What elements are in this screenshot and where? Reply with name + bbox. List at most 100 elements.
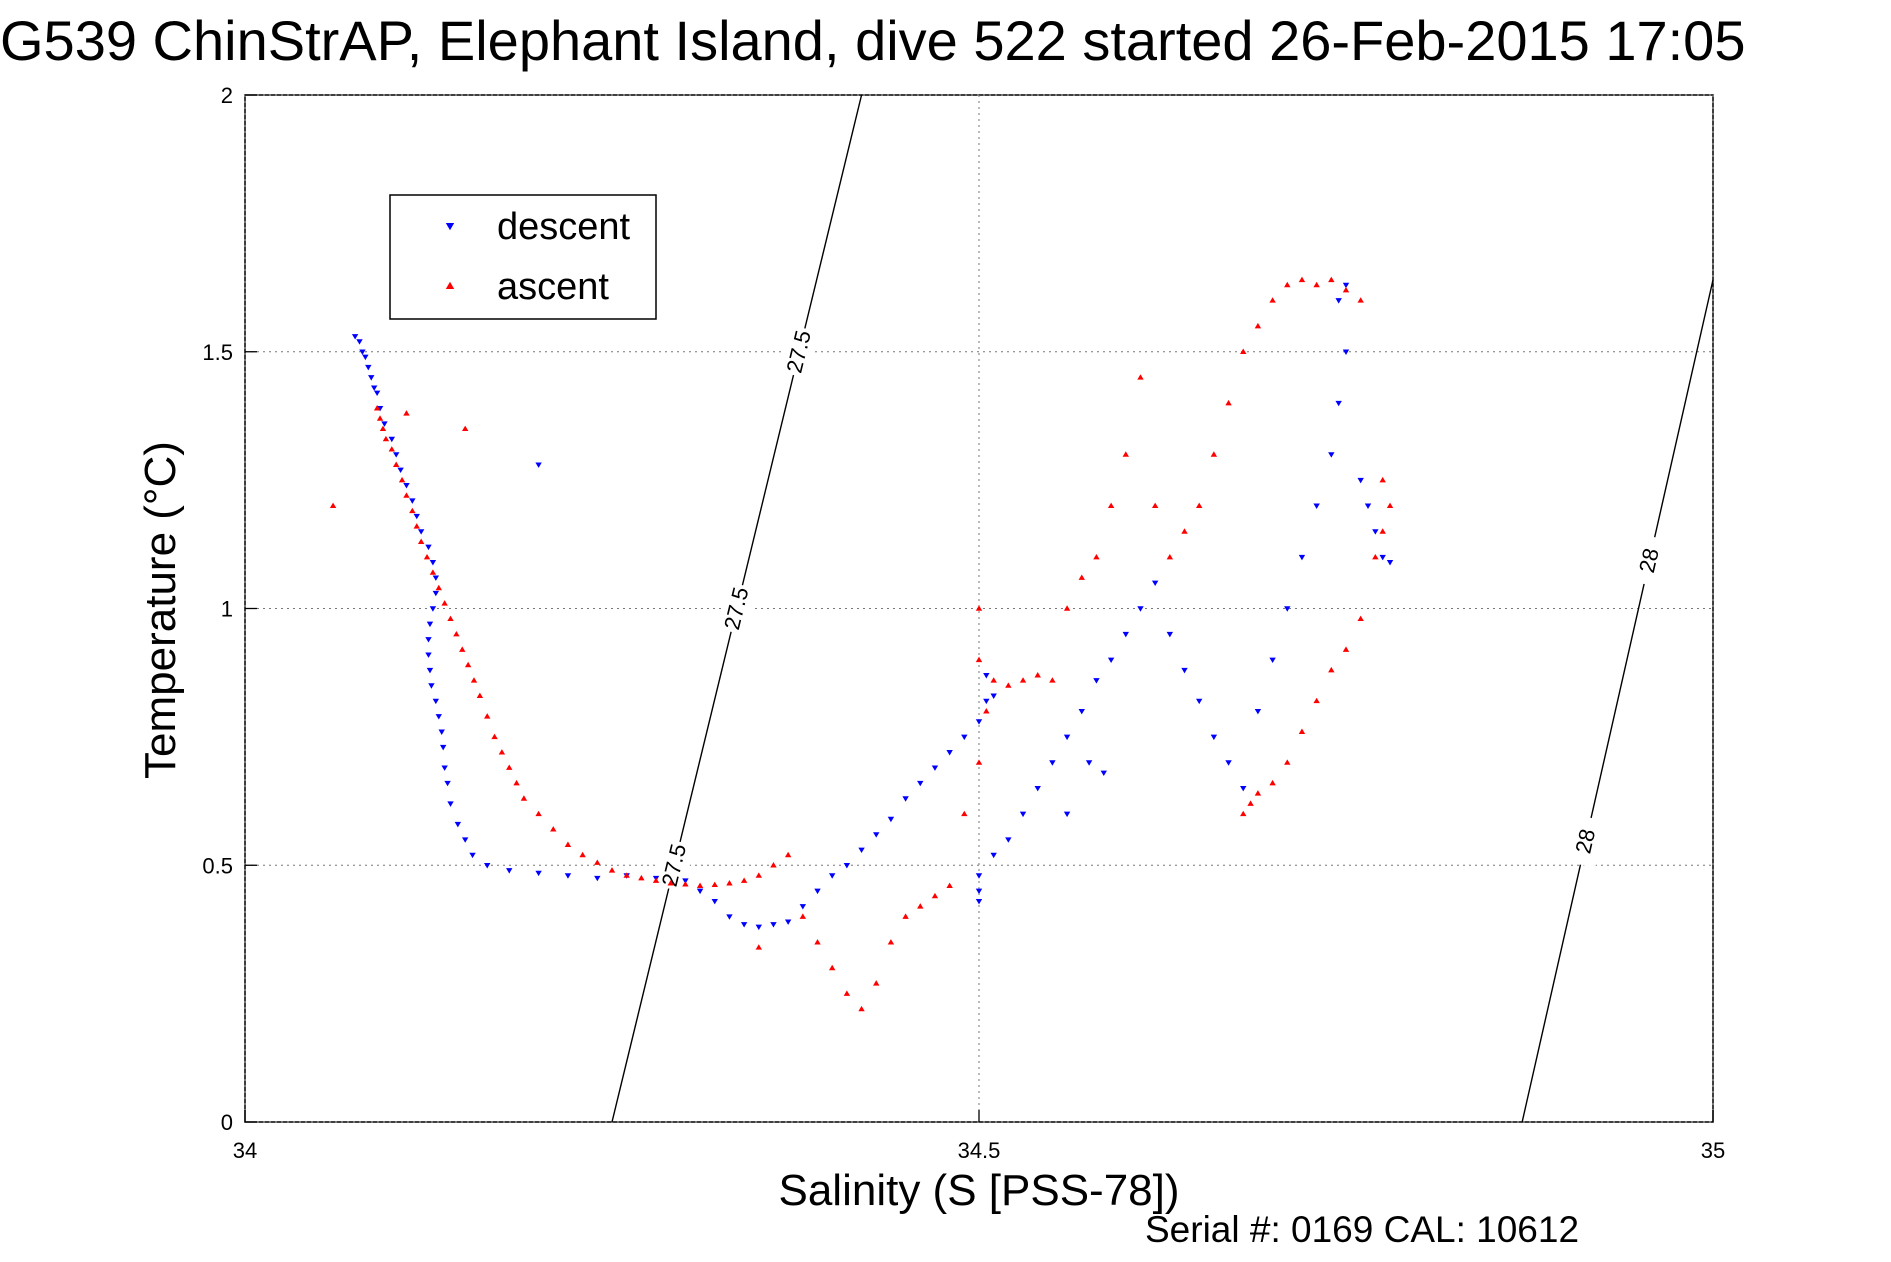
ascent-point (329, 502, 337, 509)
ascent-point (403, 410, 410, 416)
descent-point (931, 765, 939, 771)
descent-point (425, 544, 432, 551)
ascent-point (1093, 553, 1100, 560)
y-axis-ticks: 0 0.5 1 1.5 2 (202, 83, 257, 1135)
ascent-point (453, 630, 460, 637)
isopycnal-label-background (1565, 814, 1606, 869)
descent-point (975, 873, 983, 879)
ascent-point (1166, 553, 1174, 560)
x-tick-label: 34 (233, 1138, 257, 1163)
ascent-point (667, 880, 674, 886)
y-axis-label: Temperature (°C) (136, 441, 185, 779)
descent-point (359, 349, 366, 355)
descent-point (946, 750, 953, 756)
x-axis-label: Salinity (S [PSS-78]) (778, 1166, 1179, 1215)
ascent-point (413, 523, 420, 529)
descent-point (1210, 734, 1218, 741)
descent-point (373, 390, 381, 397)
ascent-point (1107, 502, 1115, 509)
ascent-point (1379, 476, 1386, 483)
ascent-point (1342, 286, 1350, 293)
ascent-point (843, 990, 851, 996)
descent-point (484, 863, 491, 869)
descent-series (351, 282, 1394, 931)
descent-point (740, 922, 748, 928)
descent-point (454, 821, 462, 828)
ascent-point (1298, 728, 1306, 734)
y-tick-label: 0.5 (202, 853, 233, 878)
ascent-point (382, 435, 390, 442)
legend-marker-ascent (445, 281, 455, 289)
ascent-point (652, 877, 660, 883)
descent-point (535, 462, 542, 468)
descent-point (770, 922, 777, 928)
descent-point (368, 375, 375, 381)
descent-point (1298, 554, 1306, 561)
y-tick-label: 1 (221, 597, 233, 622)
ascent-point (814, 939, 821, 945)
ascent-point (608, 867, 616, 873)
ascent-point (975, 759, 983, 765)
ascent-point (447, 615, 454, 622)
ascent-point (1019, 677, 1027, 683)
descent-point (428, 683, 435, 689)
legend-box (389, 194, 657, 320)
descent-point (1151, 580, 1159, 587)
descent-point (917, 780, 924, 787)
ascent-point (403, 492, 410, 498)
descent-point (535, 870, 542, 877)
descent-point (961, 734, 968, 741)
ascent-point (388, 446, 395, 452)
legend: descent ascent (389, 194, 657, 320)
ascent-point (975, 605, 983, 611)
ascent-point (983, 708, 990, 714)
ascent-point (638, 874, 645, 881)
ascent-point (799, 913, 807, 919)
ascent-point (711, 881, 718, 888)
descent-point (429, 606, 437, 612)
descent-point (441, 765, 448, 771)
descent-point (1100, 770, 1107, 777)
ascent-point (1122, 451, 1129, 457)
descent-point (432, 590, 440, 597)
ascent-point (770, 862, 777, 868)
ascent-point (464, 661, 472, 668)
descent-point (1122, 631, 1129, 638)
descent-point (1372, 529, 1379, 535)
descent-point (975, 898, 983, 905)
ascent-point (1298, 276, 1306, 283)
ascent-point (459, 646, 466, 652)
descent-point (432, 698, 440, 705)
descent-point (1254, 708, 1262, 715)
y-tick-label: 0 (221, 1110, 233, 1135)
ascent-point (398, 476, 406, 483)
ascent-point (1210, 451, 1218, 457)
descent-point (393, 452, 400, 458)
legend-label-ascent: ascent (497, 266, 609, 308)
ascent-point (858, 1005, 865, 1012)
ascent-point (990, 677, 997, 683)
descent-point (403, 483, 410, 489)
descent-point (1335, 400, 1342, 407)
descent-point (711, 898, 718, 905)
descent-point (381, 421, 388, 427)
ascent-point (376, 415, 384, 421)
isopycnal-label: 28 (1634, 546, 1664, 575)
ascent-point (417, 538, 425, 544)
ascent-point (682, 881, 689, 887)
descent-point (1166, 631, 1174, 638)
descent-point (975, 719, 983, 725)
y-tick-label: 2 (221, 83, 233, 108)
ascent-point (498, 749, 506, 755)
descent-point (755, 924, 762, 931)
descent-point (425, 652, 432, 658)
x-axis-ticks: 34 34.5 35 (233, 1110, 1725, 1163)
y-tick-label: 1.5 (202, 340, 233, 365)
descent-point (409, 498, 416, 504)
ascent-point (1372, 553, 1379, 560)
descent-point (438, 729, 445, 735)
descent-point (351, 334, 359, 340)
descent-point (426, 621, 434, 628)
descent-point (564, 873, 572, 879)
descent-point (425, 637, 432, 643)
